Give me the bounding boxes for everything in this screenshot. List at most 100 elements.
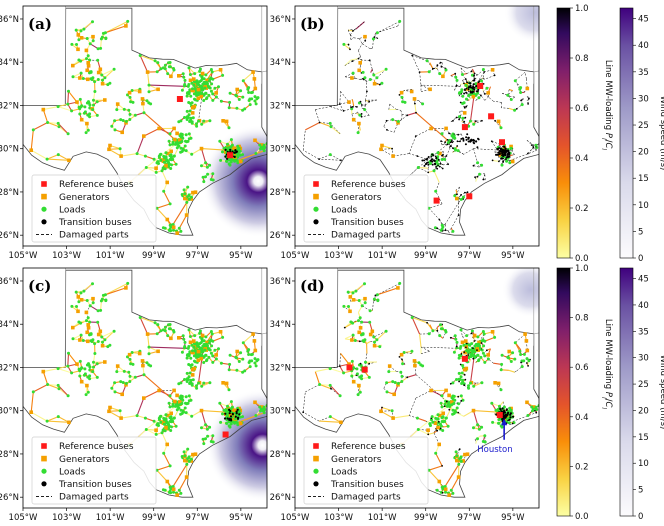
damaged-line [444, 224, 446, 228]
generator-bus [347, 100, 351, 104]
load-bus [186, 401, 190, 405]
generator-bus [115, 102, 120, 106]
transition-bus [532, 146, 535, 149]
damaged-line [435, 182, 440, 192]
damaged-line [330, 106, 344, 112]
generator-bus [221, 381, 225, 385]
transition-bus [427, 163, 430, 166]
generator-bus [205, 78, 209, 83]
load-bus [440, 227, 444, 231]
load-bus [66, 394, 70, 398]
load-bus [163, 488, 167, 492]
legend-label: Reference buses [59, 180, 134, 190]
load-bus [235, 368, 239, 372]
line [108, 410, 122, 419]
load-bus [96, 340, 100, 343]
line [33, 122, 48, 131]
load-bus [158, 415, 162, 419]
transition-bus [436, 167, 439, 170]
damaged-line [526, 140, 534, 146]
damaged-line [408, 136, 417, 154]
state-border-ok [261, 332, 267, 335]
load-bus [145, 99, 149, 103]
load-bus [477, 96, 481, 100]
transition-bus [503, 151, 506, 155]
generator-bus [183, 196, 187, 201]
load-bus [179, 146, 183, 150]
generator-bus [67, 158, 71, 163]
load-bus [474, 82, 478, 86]
load-bus [171, 223, 175, 226]
damaged-line [480, 78, 483, 80]
generator-bus [363, 34, 367, 39]
load-bus [128, 357, 132, 361]
load-bus [153, 321, 157, 325]
transition-bus [465, 87, 468, 90]
damaged-line [372, 38, 374, 49]
generator-bus [192, 339, 196, 343]
load-bus [147, 83, 151, 87]
transition-bus [446, 139, 449, 141]
load-bus [154, 170, 158, 174]
load-bus [509, 98, 513, 101]
load-bus [182, 148, 186, 152]
load-bus [469, 119, 472, 123]
transition-bus [364, 39, 367, 42]
damaged-line [484, 96, 489, 101]
damaged-line [364, 77, 367, 82]
line [414, 103, 417, 113]
damaged-line [458, 199, 462, 203]
transition-bus [445, 155, 448, 157]
load-bus [513, 108, 517, 112]
load-bus [259, 147, 262, 151]
legend-label: Loads [59, 467, 86, 477]
load-bus [185, 94, 189, 98]
damaged-line [361, 107, 365, 110]
load-bus [179, 150, 183, 154]
damaged-line [393, 153, 410, 157]
load-bus [238, 149, 242, 153]
line [146, 429, 157, 435]
load-bus [204, 353, 208, 357]
transition-bus [507, 155, 510, 158]
load-bus [191, 378, 195, 382]
load-bus [358, 113, 362, 117]
load-bus [239, 351, 243, 355]
generator-bus [86, 339, 90, 344]
load-bus [254, 152, 258, 155]
load-bus [167, 424, 171, 428]
axes-frame [22, 267, 268, 509]
damaged-line [358, 38, 363, 44]
load-bus [89, 332, 93, 336]
load-bus [113, 390, 117, 394]
load-bus [168, 464, 172, 468]
load-bus [181, 398, 185, 402]
load-bus [103, 338, 107, 342]
load-bus [227, 162, 231, 166]
generator-bus [177, 74, 181, 78]
load-bus [179, 229, 183, 233]
damaged-line [483, 173, 486, 180]
load-bus [440, 132, 444, 136]
generator-bus [75, 100, 79, 104]
damaged-line [374, 33, 376, 38]
transition-bus [476, 146, 479, 149]
generator-bus [108, 405, 112, 410]
transition-bus [495, 153, 498, 156]
load-bus [77, 38, 81, 42]
load-bus [195, 81, 199, 85]
x-tick-label: 103°W [324, 251, 353, 261]
legend-marker [313, 206, 319, 212]
load-bus [208, 119, 212, 123]
transition-bus [504, 147, 507, 150]
legend: Reference buses Generators Loads Transition… [31, 436, 157, 505]
generator-bus [191, 452, 195, 457]
transition-bus [467, 137, 470, 140]
load-bus [190, 414, 194, 418]
buses [318, 19, 539, 233]
load-bus [200, 164, 203, 168]
load-bus [184, 149, 188, 153]
load-bus [128, 112, 132, 116]
load-bus [211, 98, 215, 102]
